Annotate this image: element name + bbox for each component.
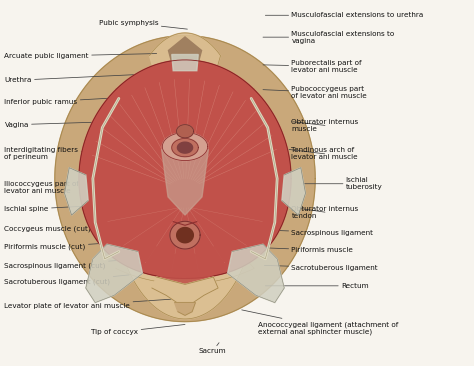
Polygon shape: [174, 303, 195, 315]
Polygon shape: [64, 168, 88, 215]
Polygon shape: [228, 244, 284, 303]
Text: Sacrotuberous ligament (cut): Sacrotuberous ligament (cut): [4, 275, 129, 285]
Polygon shape: [116, 74, 255, 103]
Polygon shape: [149, 33, 220, 85]
Text: Musculofascial extensions to urethra: Musculofascial extensions to urethra: [265, 12, 424, 18]
Text: Tip of coccyx: Tip of coccyx: [91, 325, 185, 336]
Polygon shape: [162, 149, 209, 215]
Text: Anococcygeal ligament (attachment of
external anal sphincter muscle): Anococcygeal ligament (attachment of ext…: [242, 310, 399, 335]
Polygon shape: [177, 142, 192, 153]
Text: Obturator internus
muscle: Obturator internus muscle: [292, 119, 359, 132]
Polygon shape: [122, 236, 248, 319]
Text: Puborectalis part of
levator ani muscle: Puborectalis part of levator ani muscle: [263, 60, 362, 73]
Text: Pubic symphysis: Pubic symphysis: [99, 19, 187, 29]
Polygon shape: [79, 60, 291, 279]
Polygon shape: [55, 36, 315, 322]
Polygon shape: [163, 132, 208, 161]
Text: Sacrum: Sacrum: [199, 343, 226, 354]
Polygon shape: [172, 55, 198, 71]
Text: Vagina: Vagina: [4, 120, 156, 128]
Polygon shape: [152, 277, 218, 308]
Text: Rectum: Rectum: [265, 283, 369, 289]
Text: Inferior pubic ramus: Inferior pubic ramus: [4, 96, 145, 105]
Text: Ischial
tuberosity: Ischial tuberosity: [303, 177, 383, 190]
Text: Urethra: Urethra: [4, 74, 156, 83]
Text: Interdigitating fibers
of perineum: Interdigitating fibers of perineum: [4, 146, 168, 160]
Polygon shape: [170, 221, 200, 249]
Polygon shape: [86, 244, 143, 303]
Text: Tendinous arch of
levator ani muscle: Tendinous arch of levator ani muscle: [289, 147, 358, 160]
Text: Pubococcygeus part
of levator ani muscle: Pubococcygeus part of levator ani muscle: [263, 86, 367, 99]
Text: Sacrospinous ligament (cut): Sacrospinous ligament (cut): [4, 259, 128, 269]
Text: Piriformis muscle: Piriformis muscle: [266, 247, 353, 253]
Text: Sacrotuberous ligament: Sacrotuberous ligament: [264, 265, 378, 270]
Text: Ischial spine: Ischial spine: [4, 204, 123, 212]
Text: Coccygeus muscle (cut): Coccygeus muscle (cut): [4, 224, 121, 232]
Text: Piriformis muscle (cut): Piriformis muscle (cut): [4, 242, 123, 250]
Polygon shape: [176, 125, 193, 138]
Text: Obturator internus
tendon: Obturator internus tendon: [292, 206, 359, 219]
Polygon shape: [282, 168, 306, 215]
Polygon shape: [116, 254, 255, 284]
Polygon shape: [168, 37, 201, 74]
Text: Arcuate pubic ligament: Arcuate pubic ligament: [4, 53, 156, 59]
Text: Musculofascial extensions to
vagina: Musculofascial extensions to vagina: [263, 31, 394, 44]
Text: Sacrospinous ligament: Sacrospinous ligament: [275, 229, 374, 236]
Polygon shape: [140, 244, 230, 288]
Polygon shape: [172, 138, 198, 157]
Text: Iliococcygeus part of
levator ani muscle: Iliococcygeus part of levator ani muscle: [4, 179, 138, 194]
Text: Levator plate of levator ani muscle: Levator plate of levator ani muscle: [4, 299, 174, 309]
Polygon shape: [177, 228, 193, 243]
